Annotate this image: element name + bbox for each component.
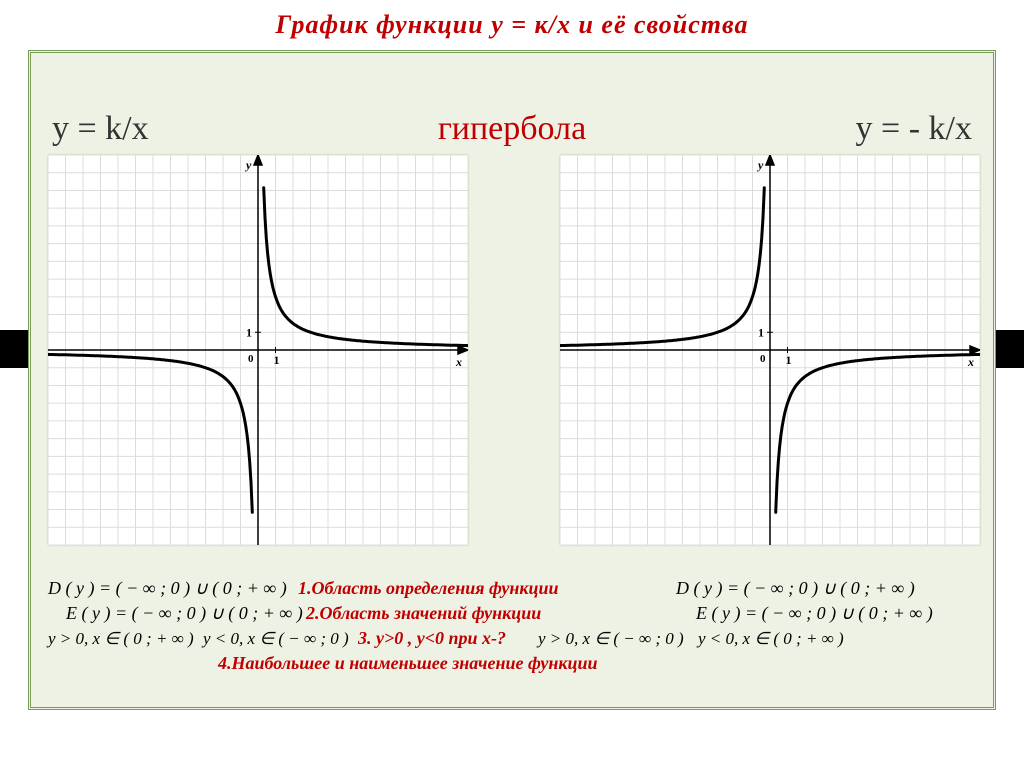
sign-right-a: y > 0, x ∈ ( − ∞ ; 0 ) <box>538 629 698 649</box>
range-left: E ( y ) = ( − ∞ ; 0 ) ∪ ( 0 ; + ∞ ) <box>66 603 306 624</box>
svg-text:0: 0 <box>248 353 254 365</box>
domain-right: D ( y ) = ( − ∞ ; 0 ) ∪ ( 0 ; + ∞ ) <box>676 578 915 599</box>
range-right: E ( y ) = ( − ∞ ; 0 ) ∪ ( 0 ; + ∞ ) <box>696 603 933 624</box>
property-row-domain: D ( y ) = ( − ∞ ; 0 ) ∪ ( 0 ; + ∞ ) 1.Об… <box>48 578 976 599</box>
svg-text:1: 1 <box>246 325 252 339</box>
properties-block: D ( y ) = ( − ∞ ; 0 ) ∪ ( 0 ; + ∞ ) 1.Об… <box>48 578 976 678</box>
sign-right-b: y < 0, x ∈ ( 0 ; + ∞ ) <box>698 629 844 649</box>
sign-left-b: y < 0, x ∈ ( − ∞ ; 0 ) <box>203 629 358 649</box>
domain-left: D ( y ) = ( − ∞ ; 0 ) ∪ ( 0 ; + ∞ ) <box>48 578 298 599</box>
chart-positive-k: 1 1 0 y x <box>48 155 468 545</box>
property-row-sign: y > 0, x ∈ ( 0 ; + ∞ ) y < 0, x ∈ ( − ∞ … <box>48 628 976 649</box>
range-label: 2.Область значений функции <box>306 603 606 624</box>
chart-negative-k: 1 1 0 y x <box>560 155 980 545</box>
svg-text:y: y <box>756 158 764 172</box>
formula-negative-k: y = - k/x <box>856 110 972 148</box>
property-row-range: E ( y ) = ( − ∞ ; 0 ) ∪ ( 0 ; + ∞ ) 2.Об… <box>48 603 976 624</box>
svg-text:x: x <box>455 355 462 369</box>
svg-text:1: 1 <box>274 353 280 367</box>
svg-text:1: 1 <box>758 325 764 339</box>
sign-left-a: y > 0, x ∈ ( 0 ; + ∞ ) <box>48 629 203 649</box>
svg-text:0: 0 <box>760 353 766 365</box>
domain-label: 1.Область определения функции <box>298 578 608 599</box>
svg-text:x: x <box>967 355 974 369</box>
svg-text:1: 1 <box>786 353 792 367</box>
property-row-extrema: 4.Наибольшее и наименьшее значение функц… <box>48 653 976 674</box>
page-title: График функции у = к/x и её свойства <box>0 10 1024 40</box>
extrema-label: 4.Наибольшее и наименьшее значение функц… <box>218 653 598 674</box>
sign-label: 3. y>0 , y<0 при x-? <box>358 628 538 649</box>
svg-text:y: y <box>244 158 252 172</box>
